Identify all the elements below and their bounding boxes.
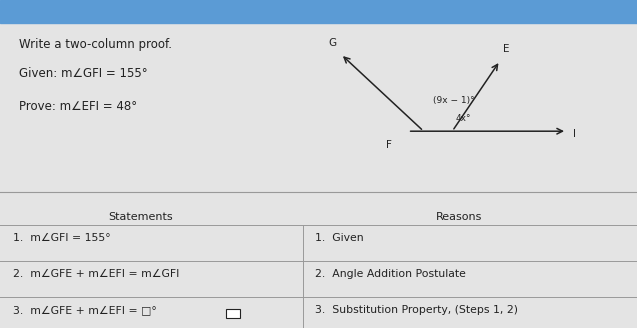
Text: 3.  m∠GFE + m∠EFI = □°: 3. m∠GFE + m∠EFI = □°	[13, 305, 157, 315]
Text: 4x°: 4x°	[455, 114, 471, 123]
Text: I: I	[573, 129, 576, 139]
Text: 2.  m∠GFE + m∠EFI = m∠GFI: 2. m∠GFE + m∠EFI = m∠GFI	[13, 269, 179, 279]
Bar	[226, 309, 240, 318]
Text: Write a two-column proof.: Write a two-column proof.	[19, 38, 172, 51]
Text: 3.  Substitution Property, (Steps 1, 2): 3. Substitution Property, (Steps 1, 2)	[315, 305, 519, 315]
Text: Prove: m∠EFI = 48°: Prove: m∠EFI = 48°	[19, 100, 137, 113]
Text: F: F	[385, 140, 392, 150]
Text: E: E	[503, 44, 510, 54]
Bar	[0, 0, 637, 23]
Text: 1.  Given: 1. Given	[315, 233, 364, 243]
Text: Statements: Statements	[108, 212, 173, 221]
Text: Given: m∠GFI = 155°: Given: m∠GFI = 155°	[19, 67, 148, 80]
Text: G: G	[329, 38, 336, 48]
Text: 2.  Angle Addition Postulate: 2. Angle Addition Postulate	[315, 269, 466, 279]
Text: 1.  m∠GFI = 155°: 1. m∠GFI = 155°	[13, 233, 110, 243]
Text: Reasons: Reasons	[436, 212, 482, 221]
Text: (9x − 1)°: (9x − 1)°	[433, 95, 475, 105]
